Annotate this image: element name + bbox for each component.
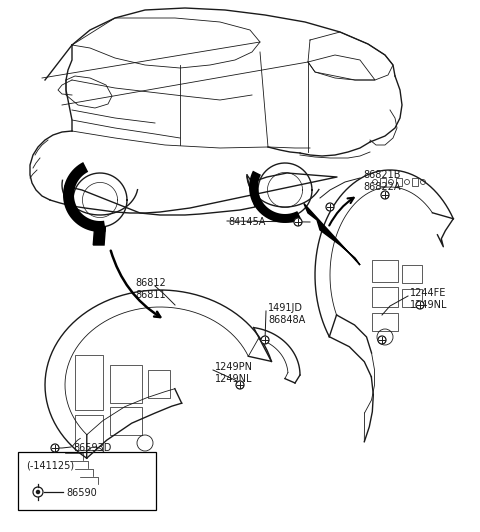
Bar (372, 287, 398, 307)
Text: 86590: 86590 (66, 488, 97, 498)
Circle shape (261, 336, 269, 344)
Bar (75, 355, 103, 410)
Text: 86821B
86822A: 86821B 86822A (363, 170, 400, 193)
Polygon shape (93, 227, 106, 245)
Bar (148, 370, 170, 398)
Text: 1249PN
1249NL: 1249PN 1249NL (215, 362, 253, 385)
Text: 86593D: 86593D (73, 443, 111, 453)
Bar (372, 313, 398, 331)
Bar (412, 178, 418, 186)
Bar (402, 265, 422, 283)
Circle shape (236, 381, 244, 389)
Bar (396, 178, 402, 186)
Polygon shape (63, 162, 106, 232)
Circle shape (381, 191, 389, 199)
Polygon shape (304, 204, 360, 265)
FancyBboxPatch shape (18, 452, 156, 510)
Circle shape (36, 490, 40, 494)
Circle shape (416, 301, 424, 309)
Text: 84145A: 84145A (228, 217, 265, 227)
Circle shape (294, 218, 302, 226)
Text: 1244FE
1249NL: 1244FE 1249NL (410, 288, 447, 310)
Bar (372, 260, 398, 282)
Circle shape (378, 336, 386, 344)
Text: 86812
86811: 86812 86811 (135, 278, 166, 301)
Bar (110, 407, 142, 435)
Bar (402, 289, 422, 307)
Circle shape (33, 487, 43, 497)
Bar (380, 178, 386, 186)
Bar (75, 415, 103, 450)
Text: (-141125): (-141125) (26, 460, 74, 470)
Text: 1491JD
86848A: 1491JD 86848A (268, 303, 305, 326)
Circle shape (51, 444, 59, 452)
Polygon shape (249, 171, 301, 223)
Bar (110, 365, 142, 403)
Circle shape (326, 203, 334, 211)
